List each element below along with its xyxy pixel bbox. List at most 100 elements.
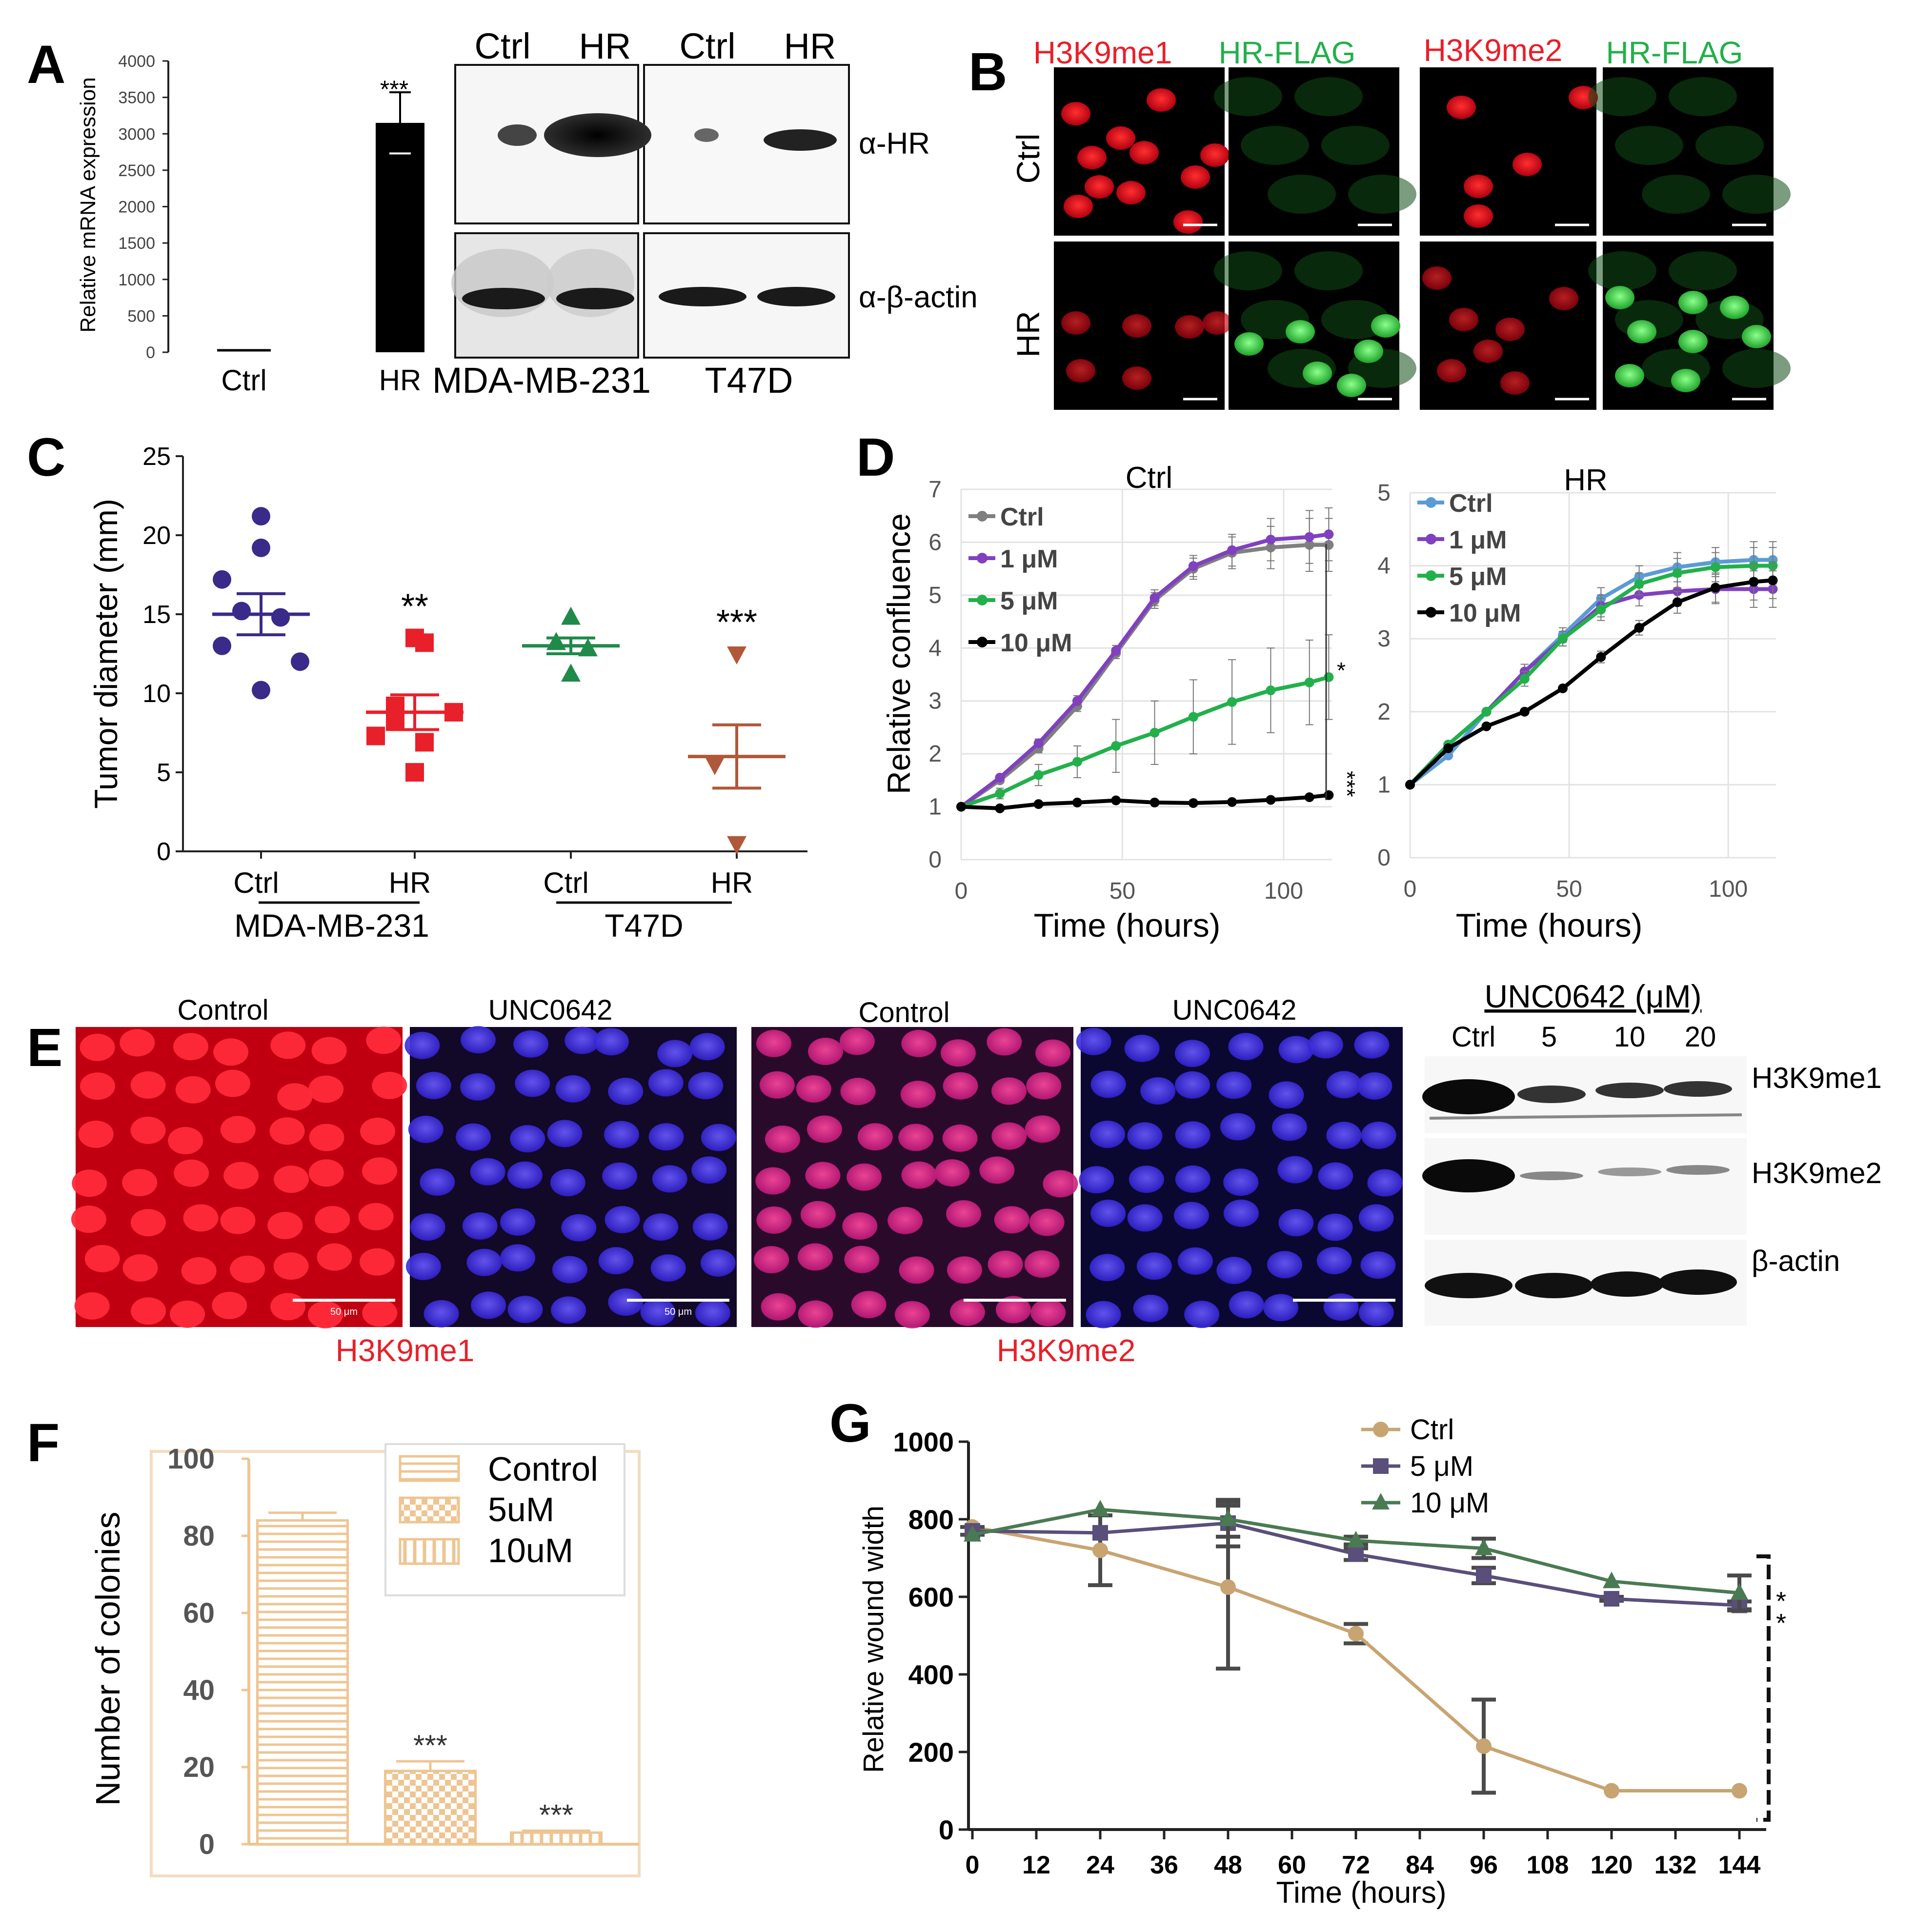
chart-c-point — [415, 633, 434, 652]
panel-e-nucleus — [1124, 1034, 1160, 1062]
chart-g-x-tick-label: 120 — [1591, 1851, 1633, 1879]
chart-f-legend-10um: 10uM — [488, 1531, 573, 1570]
chart-g-sig-bracket — [1756, 1554, 1771, 1822]
chart-a-y-tick-label: 1000 — [118, 271, 155, 289]
chart-g-legend-marker — [1373, 1422, 1389, 1437]
panel-b: H3K9me1 HR-FLAG H3K9me2 HR-FLAG Ctrl HR — [1010, 33, 1791, 410]
chart-g-point — [1603, 1571, 1620, 1589]
chart-c-point — [213, 636, 231, 655]
panel-e-nucleus — [416, 1071, 451, 1099]
chart-g-x-label: Time (hours) — [1276, 1876, 1446, 1910]
chart-g-point — [1091, 1500, 1109, 1517]
chart-g-x-tick-label: 36 — [1150, 1851, 1178, 1879]
panel-e-nucleus — [270, 1031, 306, 1059]
chartD1-point — [956, 802, 966, 812]
panel-e-nucleus — [131, 1297, 166, 1325]
chart-g-point — [1731, 1583, 1748, 1600]
panel-b-nucleus — [1437, 359, 1466, 382]
chart-g-y-label: Relative wound width — [858, 1506, 889, 1773]
chart-g-x-tick-label: 96 — [1470, 1851, 1498, 1879]
panel-e-nucleus — [462, 1212, 498, 1240]
panel-b-cytoplasm — [1615, 126, 1683, 165]
chartD1-point — [1150, 727, 1160, 738]
panel-e-nucleus — [71, 1206, 106, 1233]
panel-e-nucleus — [1024, 1250, 1060, 1278]
panel-e-nucleus — [307, 1301, 343, 1328]
chartD1-point — [1188, 798, 1198, 808]
panel-b-nucleus — [1354, 340, 1383, 363]
panel-e-nucleus — [1278, 1209, 1314, 1237]
panel-e-nucleus — [410, 1213, 445, 1241]
panel-e-nucleus — [500, 1244, 536, 1272]
chartD2-point — [1672, 568, 1682, 578]
chart-d-hr-x-label: Time (hours) — [1456, 907, 1643, 944]
panel-label-d: D — [856, 427, 895, 487]
panel-e-nucleus — [173, 1033, 209, 1061]
panel-e-nucleus — [593, 1028, 629, 1056]
panel-b-nucleus — [1200, 143, 1230, 167]
chart-g-y-tick-label: 800 — [908, 1504, 954, 1535]
panel-e-nucleus — [1358, 1204, 1394, 1232]
panel-e-nucleus — [648, 1123, 684, 1151]
chartD1-x-tick-label: 50 — [1109, 878, 1135, 904]
chartD1-series-line — [960, 543, 1329, 808]
panel-e-nucleus — [1136, 1252, 1172, 1280]
chart-g-x-tick-label: 48 — [1214, 1851, 1242, 1879]
chart-a-y-tick-label: 500 — [127, 307, 155, 325]
chart-a-y-tick-label: 3000 — [118, 125, 155, 143]
chart-g-x-tick-label: 60 — [1278, 1851, 1306, 1879]
panel-e-nucleus — [1308, 1031, 1343, 1059]
panel-b-nucleus — [1061, 102, 1090, 125]
panel-label-f: F — [27, 1413, 60, 1473]
panel-b-cytoplasm — [1214, 251, 1282, 290]
panel-b-nucleus — [1286, 320, 1315, 343]
panel-e-nucleus — [551, 1296, 586, 1324]
blot-a-col-hr-1: HR — [579, 26, 631, 66]
panel-e-nucleus — [695, 1299, 730, 1327]
panel-e-nucleus — [230, 1255, 265, 1283]
panel-b-nucleus — [1181, 165, 1210, 189]
panel-e-nucleus — [1026, 1072, 1062, 1100]
panel-e-nucleus — [754, 1246, 789, 1274]
chartD1-point — [1033, 799, 1044, 809]
panel-e-nucleus — [901, 1161, 937, 1189]
panel-b-nucleus — [1513, 153, 1542, 176]
panel-b-nucleus — [1422, 266, 1452, 290]
chartD1-point — [1227, 797, 1237, 807]
chartD1-legend-label: 1 μM — [1000, 545, 1058, 573]
panel-b-nucleus — [1464, 204, 1493, 228]
chart-c-point — [727, 646, 746, 664]
panel-e-label-3: Control — [859, 997, 950, 1028]
panel-b-cytoplasm — [1321, 126, 1390, 165]
panel-e-nucleus — [1216, 1071, 1252, 1099]
chart-f-significance: *** — [539, 1798, 573, 1831]
chart-c-x-tick-label: Ctrl — [543, 866, 588, 899]
panel-e-nucleus — [650, 1254, 686, 1282]
panel-e-nucleus — [1316, 1247, 1352, 1274]
panel-e-nucleus — [1076, 1027, 1111, 1055]
chartD1-point — [1324, 529, 1334, 540]
panel-e-nucleus — [470, 1158, 505, 1186]
panel-e-label-1: Control — [178, 994, 269, 1026]
panel-e-nucleus — [1269, 1081, 1304, 1109]
chart-c-point — [252, 681, 270, 700]
chartD2-y-tick-label: 2 — [1377, 699, 1391, 725]
panel-e-nucleus — [1318, 1162, 1353, 1190]
panel-e-nucleus — [1278, 1036, 1314, 1064]
panel-e-nucleus — [598, 1247, 634, 1275]
chart-c-point — [291, 652, 309, 671]
panel-e-nucleus — [1090, 1070, 1126, 1098]
chart-f: Number of colonies Control 5uM 10uM 0 20 4… — [89, 1443, 641, 1877]
chartD2-point — [1768, 575, 1778, 585]
panel-b-nucleus — [1303, 362, 1332, 385]
panel-b-nucleus — [1175, 315, 1204, 339]
chart-g-series-line — [972, 1525, 1739, 1792]
chartD1-point — [1188, 561, 1198, 571]
chart-a-x-tick-hr: HR — [379, 364, 422, 397]
chart-c-y-tick-label: 10 — [142, 680, 171, 708]
panel-e-nucleus — [761, 1293, 796, 1321]
band-e-me1-ctrl — [1422, 1079, 1515, 1114]
panel-e-nucleus — [408, 1115, 444, 1143]
chart-g-y-tick-label: 600 — [908, 1582, 954, 1612]
panel-e-nucleus — [174, 1159, 209, 1187]
